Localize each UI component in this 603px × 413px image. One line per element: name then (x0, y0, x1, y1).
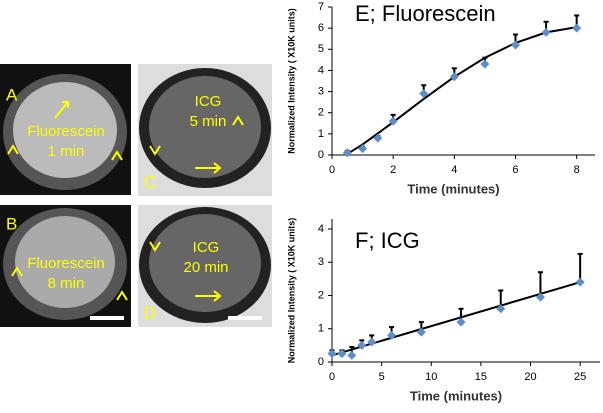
y-tick-label: 3 (318, 256, 324, 268)
y-tick-label: 1 (318, 128, 324, 140)
photo-b: B Fluorescein 8 min (0, 205, 131, 327)
x-axis-label: Time (minutes) (407, 181, 499, 196)
panel-text: ICG (193, 239, 220, 256)
x-tick-label: 0 (329, 371, 335, 383)
panel-text: 1 min (48, 143, 85, 160)
data-point (449, 72, 459, 82)
data-point (387, 330, 397, 340)
y-tick-label: 5 (318, 43, 324, 55)
y-tick-label: 4 (318, 64, 324, 76)
fit-line (346, 26, 577, 155)
fit-line (331, 281, 581, 357)
data-point (572, 23, 582, 33)
data-point (347, 350, 357, 360)
y-tick-label: 0 (318, 149, 324, 161)
data-point (416, 327, 426, 337)
x-tick-label: 15 (475, 371, 487, 383)
data-point (456, 317, 466, 327)
y-tick-label: 3 (318, 85, 324, 97)
y-tick-label: 1 (318, 323, 324, 335)
data-point (510, 40, 520, 50)
y-tick-label: 6 (318, 22, 324, 34)
x-axis-label: Time (minutes) (410, 388, 502, 403)
panel-text: Fluorescein (27, 123, 105, 140)
data-point (480, 59, 490, 69)
data-point (496, 304, 506, 314)
panel-label: D (144, 303, 156, 322)
panel-text: 5 min (190, 113, 227, 130)
x-tick-label: 0 (329, 164, 335, 176)
y-tick-label: 0 (318, 356, 324, 368)
panel-label: B (6, 214, 17, 233)
chart-title: F; ICG (355, 228, 420, 253)
x-tick-label: 10 (425, 371, 437, 383)
y-tick-label: 7 (318, 1, 324, 13)
data-point (388, 116, 398, 126)
photo-d: ICG 20 min D (138, 205, 272, 327)
chart-title: E; Fluorescein (355, 1, 496, 26)
data-point (419, 89, 429, 99)
y-axis-label: Normalized Intensity ( X10K units) (286, 8, 296, 154)
panel-label: C (144, 172, 156, 191)
panel-text: ICG (195, 93, 222, 110)
data-point (541, 27, 551, 37)
panel-label: A (6, 85, 18, 104)
x-tick-label: 25 (574, 371, 586, 383)
photo-a: A Fluorescein 1 min (0, 64, 131, 195)
x-tick-label: 20 (524, 371, 536, 383)
x-tick-label: 2 (390, 164, 396, 176)
y-tick-label: 4 (318, 223, 324, 235)
data-point (357, 340, 367, 350)
y-tick-label: 2 (318, 107, 324, 119)
data-point (575, 277, 585, 287)
data-point (535, 292, 545, 302)
panel-text: Fluorescein (27, 255, 105, 272)
panel-text: 8 min (48, 275, 85, 292)
x-tick-label: 8 (574, 164, 580, 176)
data-point (337, 349, 347, 359)
x-tick-label: 4 (451, 164, 457, 176)
data-point (367, 337, 377, 347)
y-axis-label: Normalized Intensity ( X10K units) (286, 218, 296, 364)
data-point (327, 349, 337, 359)
x-tick-label: 6 (512, 164, 518, 176)
data-point (373, 133, 383, 143)
panel-text: 20 min (183, 259, 228, 276)
data-point (342, 148, 352, 158)
data-point (358, 144, 368, 154)
x-tick-label: 5 (379, 371, 385, 383)
y-tick-label: 2 (318, 289, 324, 301)
photo-c: ICG 5 min C (138, 64, 272, 196)
